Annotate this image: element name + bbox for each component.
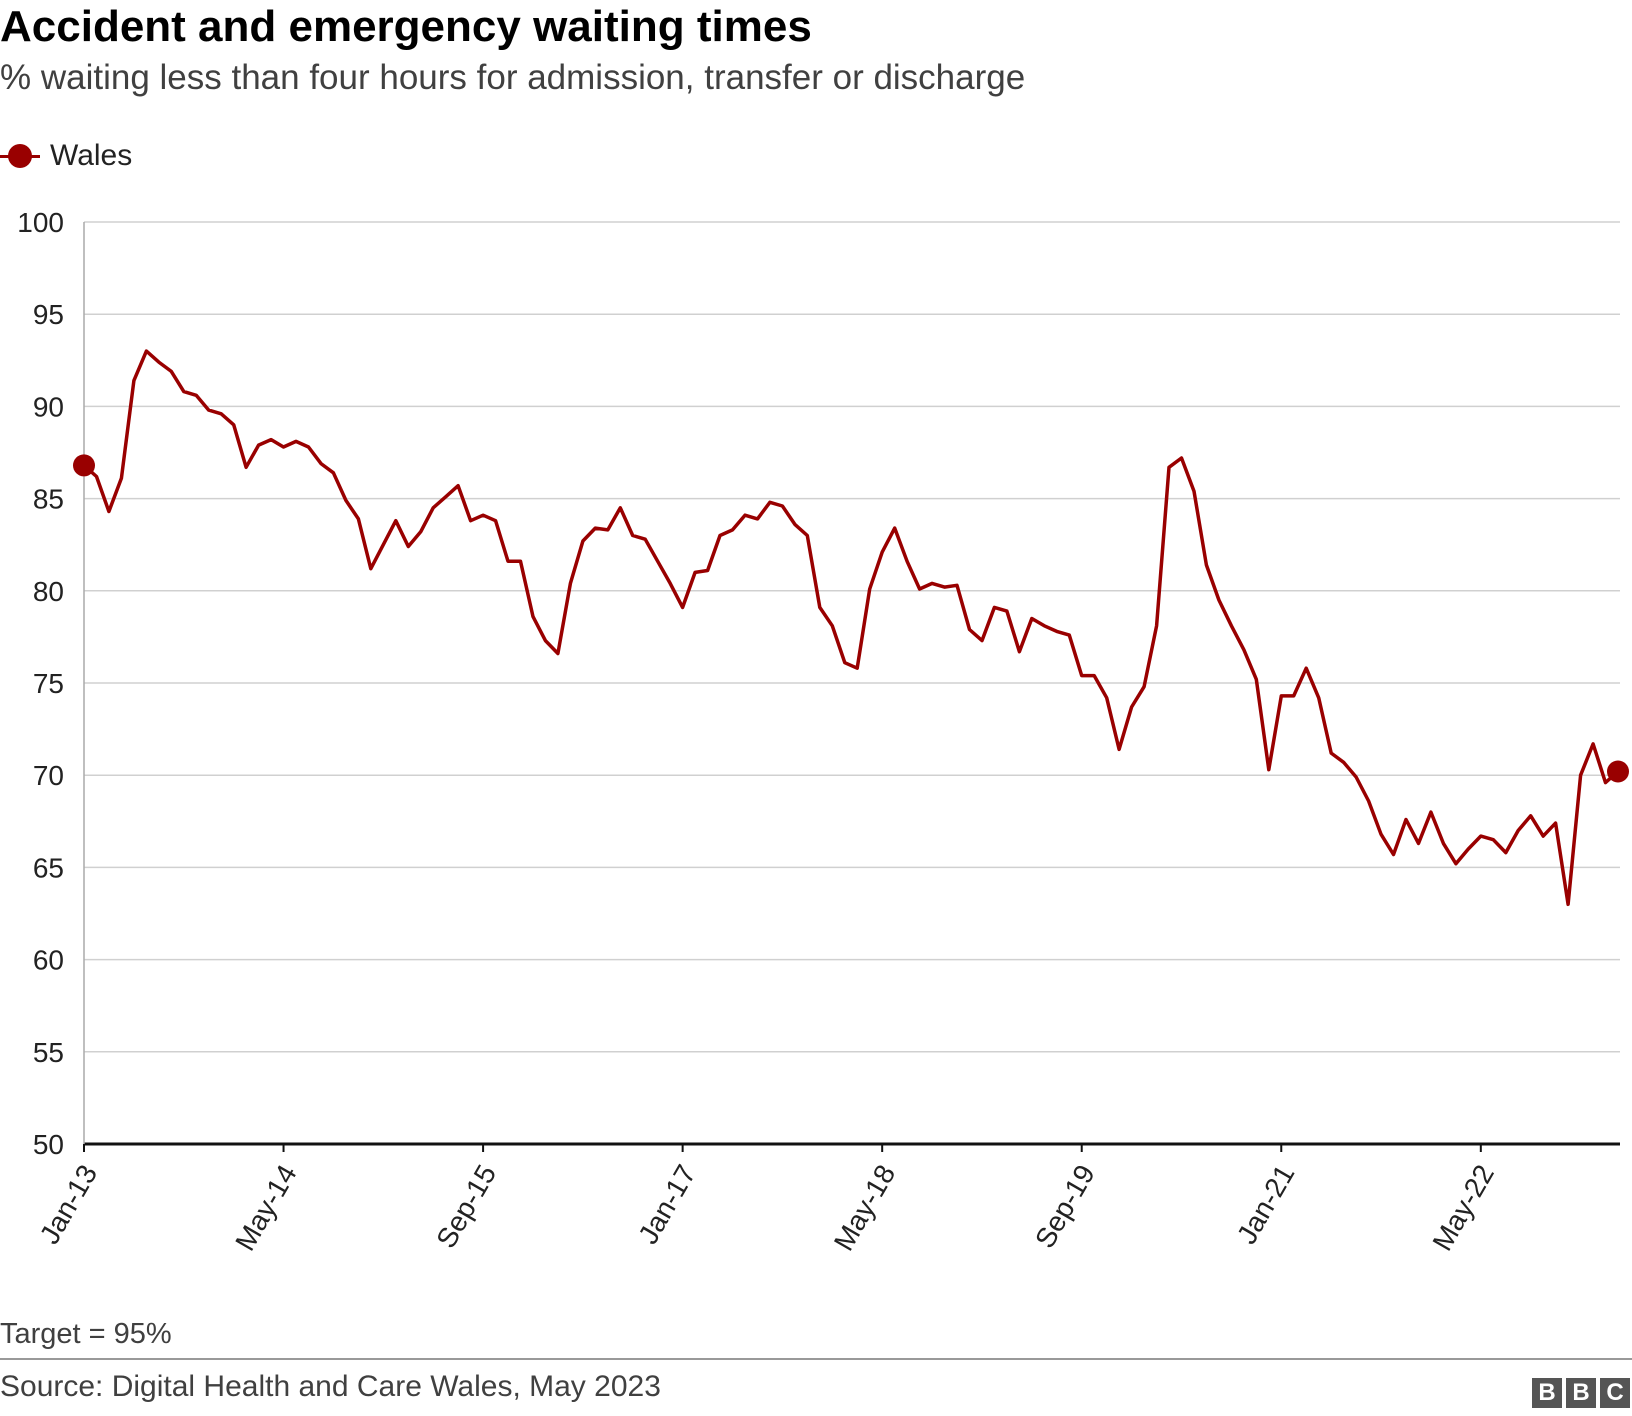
y-tick-label: 50 bbox=[33, 1129, 64, 1160]
y-tick-label: 55 bbox=[33, 1037, 64, 1068]
logo-letter: B bbox=[1566, 1378, 1596, 1408]
x-tick-label: Jan-17 bbox=[632, 1160, 702, 1250]
logo-letter: B bbox=[1532, 1378, 1562, 1408]
source-text: Source: Digital Health and Care Wales, M… bbox=[0, 1370, 661, 1403]
series-wales bbox=[73, 349, 1629, 907]
y-tick-label: 100 bbox=[17, 207, 64, 238]
x-tick-label: May-18 bbox=[828, 1160, 902, 1256]
y-tick-label: 65 bbox=[33, 852, 64, 883]
start-point-marker bbox=[73, 454, 95, 477]
series-line-wales bbox=[82, 349, 1620, 907]
y-tick-label: 80 bbox=[33, 576, 64, 607]
y-tick-label: 85 bbox=[33, 484, 64, 515]
y-axis-ticks: 100 95 90 85 80 75 70 65 60 55 50 bbox=[17, 207, 64, 1160]
x-tick-label: Sep-19 bbox=[1029, 1160, 1101, 1254]
x-tick-label: Jan-13 bbox=[34, 1160, 104, 1250]
footer-divider bbox=[0, 1358, 1632, 1360]
bbc-logo: B B C bbox=[1532, 1378, 1630, 1408]
gridlines bbox=[84, 221, 1620, 1053]
x-tick-label: Sep-15 bbox=[430, 1160, 502, 1254]
legend-marker-icon bbox=[0, 136, 40, 176]
x-tick-label: May-14 bbox=[229, 1160, 303, 1256]
x-tick-label: May-22 bbox=[1426, 1160, 1500, 1256]
end-point-marker bbox=[1607, 760, 1629, 783]
legend: Wales bbox=[0, 136, 132, 176]
y-tick-label: 75 bbox=[33, 668, 64, 699]
y-tick-label: 70 bbox=[33, 760, 64, 791]
y-tick-label: 90 bbox=[33, 391, 64, 422]
chart-subtitle: % waiting less than four hours for admis… bbox=[0, 58, 1026, 97]
x-tick-label: Jan-21 bbox=[1231, 1160, 1301, 1250]
logo-letter: C bbox=[1600, 1378, 1630, 1408]
chart-title: Accident and emergency waiting times bbox=[0, 2, 812, 51]
y-tick-label: 95 bbox=[33, 299, 64, 330]
legend-label-wales: Wales bbox=[50, 139, 133, 172]
x-axis-ticks: Jan-13 May-14 Sep-15 Jan-17 May-18 Sep-19 Jan-… bbox=[34, 1144, 1500, 1256]
y-tick-label: 60 bbox=[33, 945, 64, 976]
target-note: Target = 95% bbox=[0, 1318, 172, 1350]
